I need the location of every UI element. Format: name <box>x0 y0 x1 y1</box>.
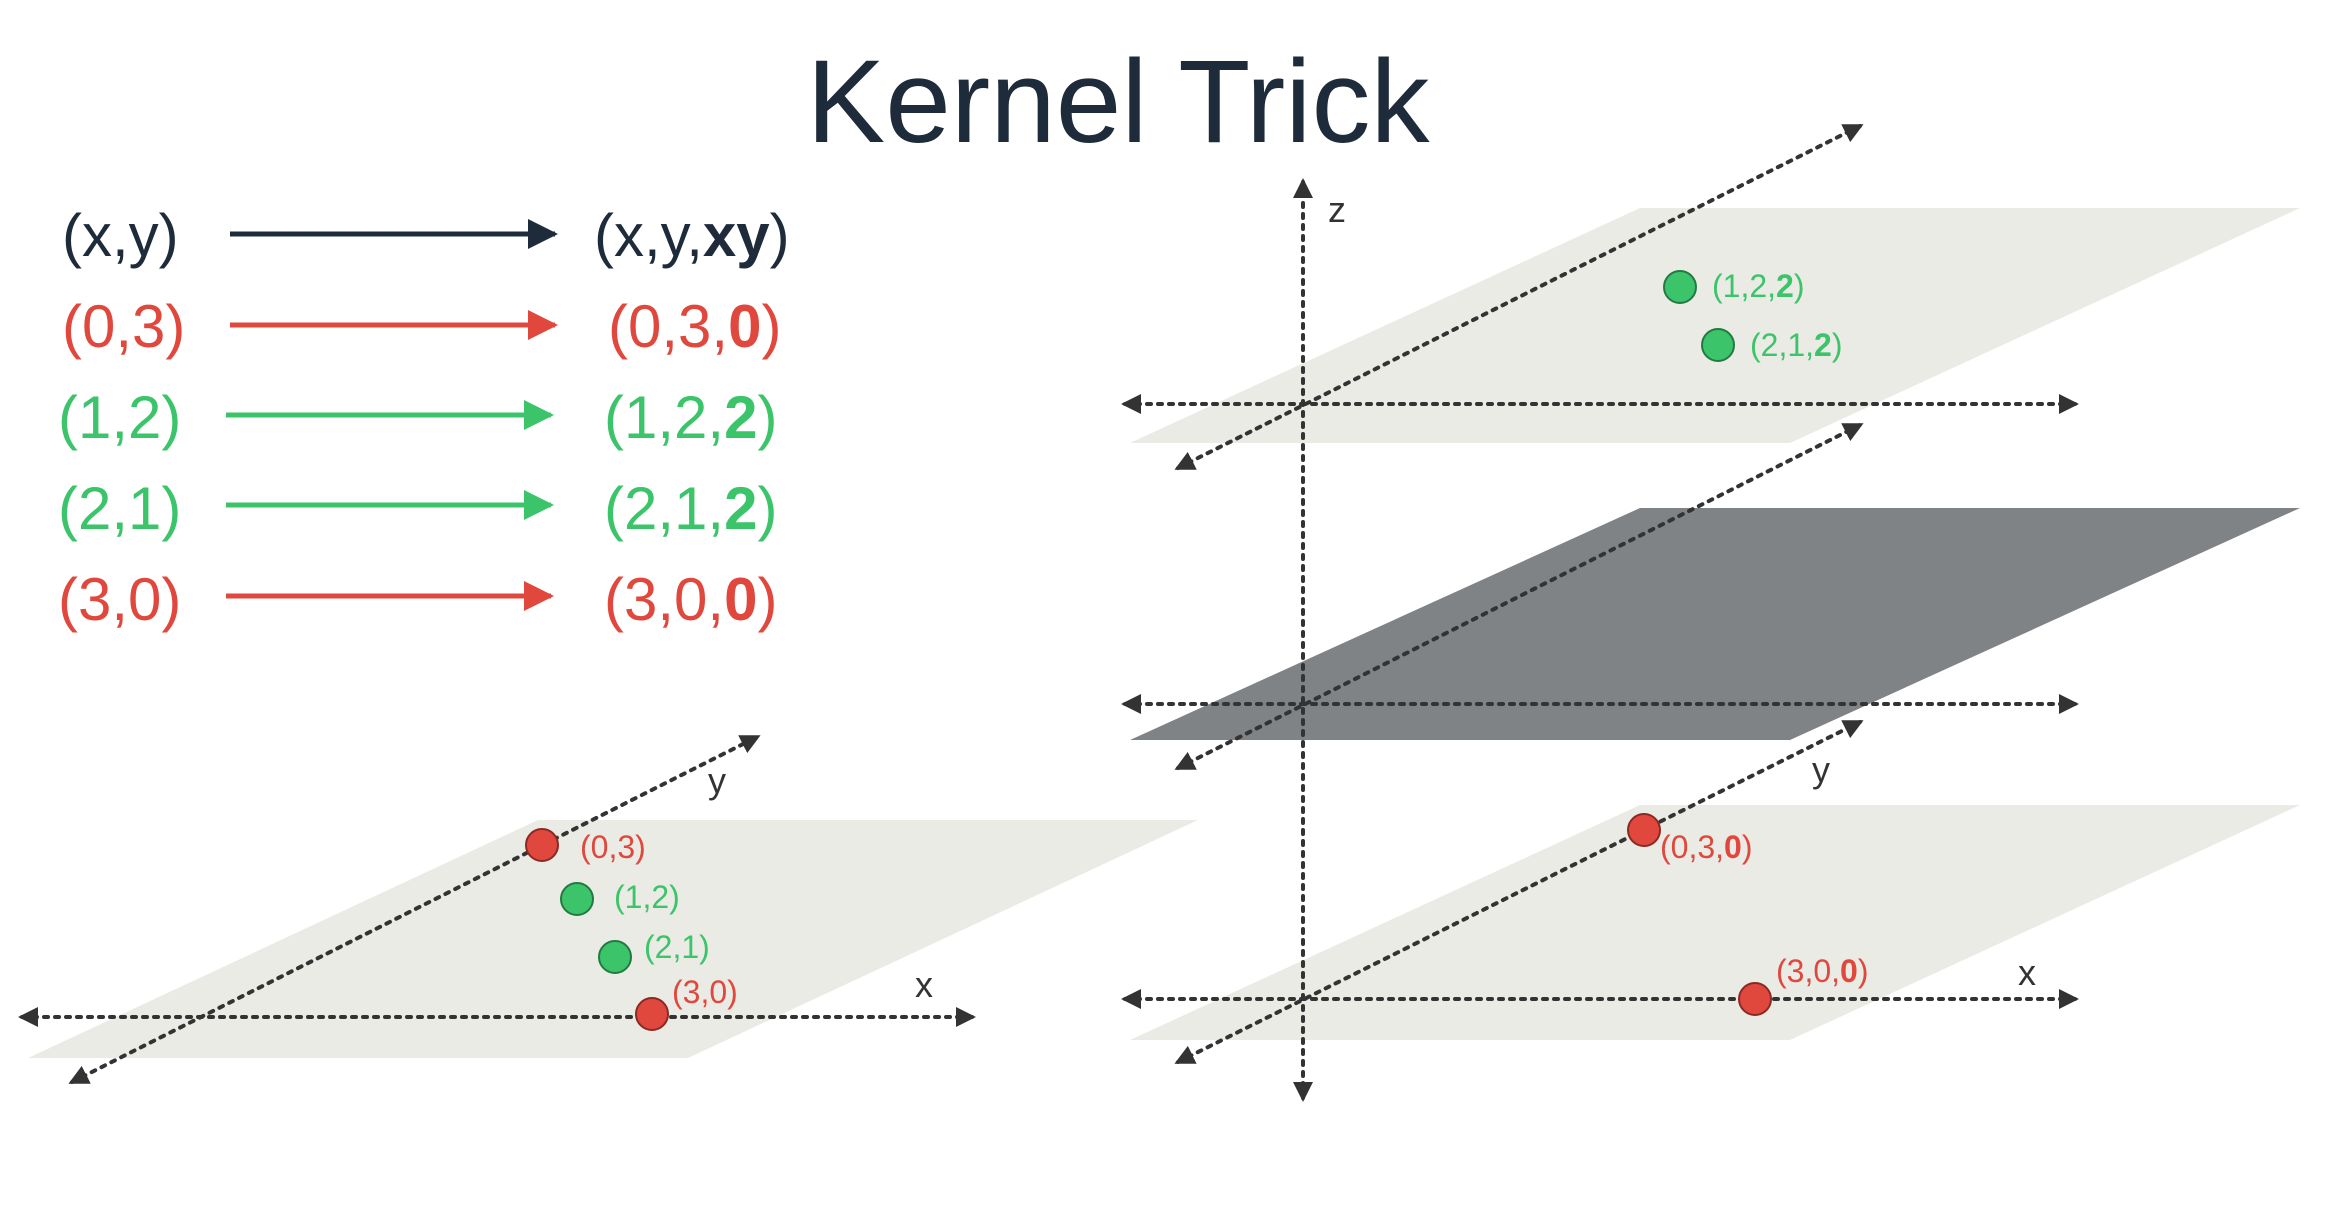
data-point-green <box>1663 270 1697 304</box>
mapping-row: (x,y) (x,y,xy) <box>62 202 790 269</box>
point-label: (1,2,2) <box>1712 268 1804 304</box>
data-point-red <box>635 997 669 1031</box>
mapping-row: (0,3) (0,3,0) <box>62 293 781 360</box>
z-axis-label: z <box>1328 189 1346 230</box>
x-axis-label: x <box>915 964 933 1005</box>
mapping-to: (0,3,0) <box>608 293 781 360</box>
mapping-table: (x,y) (x,y,xy) (0,3) (0,3,0) (1,2) (1,2,… <box>58 202 790 633</box>
mapping-to: (1,2,2) <box>604 384 777 451</box>
mapping-from: (1,2) <box>58 384 181 451</box>
point-label: (3,0,0) <box>1776 953 1868 989</box>
point-label: (1,2) <box>614 879 680 915</box>
y-axis-label: y <box>1812 749 1830 790</box>
y-axis-label: y <box>708 760 726 801</box>
data-point-red <box>525 828 559 862</box>
mapping-to: (3,0,0) <box>604 566 777 633</box>
point-label: (2,1) <box>644 929 710 965</box>
point-label: (0,3,0) <box>1660 829 1752 865</box>
data-point-green <box>560 882 594 916</box>
mapping-from: (x,y) <box>62 202 179 269</box>
data-point-green <box>1701 328 1735 362</box>
page-title: Kernel Trick <box>807 36 1431 168</box>
data-point-red <box>1738 982 1772 1016</box>
mapping-to: (x,y,xy) <box>594 202 790 269</box>
data-point-green <box>598 940 632 974</box>
x-axis-label: x <box>2018 952 2036 993</box>
mapping-row: (3,0) (3,0,0) <box>58 566 777 633</box>
mapping-row: (1,2) (1,2,2) <box>58 384 777 451</box>
y-axis <box>68 735 761 1084</box>
point-label: (3,0) <box>672 974 738 1010</box>
top-plane <box>1130 208 2300 443</box>
left-plot-2d: x y (0,3) (1,2) (2,1) (3,0) <box>18 735 1198 1084</box>
mapping-to: (2,1,2) <box>604 475 777 542</box>
y-axis-middle <box>1174 423 1864 770</box>
right-plot-3d: z x y (1,2,2) (2,1,2) (0,3,0) (3,0,0) <box>1121 124 2300 1102</box>
mapping-row: (2,1) (2,1,2) <box>58 475 777 542</box>
mapping-from: (3,0) <box>58 566 181 633</box>
point-label: (0,3) <box>580 829 646 865</box>
mapping-from: (0,3) <box>62 293 185 360</box>
data-point-red <box>1627 813 1661 847</box>
point-label: (2,1,2) <box>1750 327 1842 363</box>
mapping-from: (2,1) <box>58 475 181 542</box>
